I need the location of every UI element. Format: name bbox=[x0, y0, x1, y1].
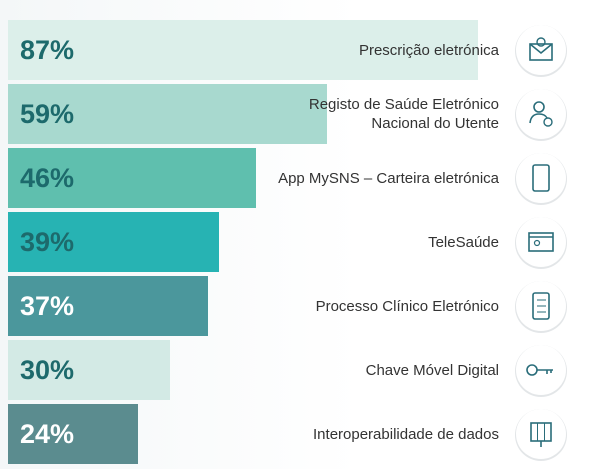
category-label: TeleSaúde bbox=[428, 233, 499, 251]
category-label: Interoperabilidade de dados bbox=[313, 425, 499, 443]
bar bbox=[8, 20, 478, 80]
value-label: 59% bbox=[20, 99, 75, 129]
icon bbox=[515, 345, 567, 397]
bar bbox=[8, 212, 219, 272]
value-label: 46% bbox=[20, 163, 75, 193]
icon bbox=[515, 153, 567, 205]
category-label: Processo Clínico Eletrónico bbox=[315, 297, 499, 315]
icon bbox=[515, 25, 567, 77]
value-label: 87% bbox=[20, 35, 75, 65]
row: 37% Processo Clínico Eletrónico bbox=[8, 276, 599, 336]
category-label: Prescrição eletrónica bbox=[358, 41, 499, 59]
row: 59% Registo de Saúde Eletrónico Nacional … bbox=[8, 84, 599, 144]
icon bbox=[515, 89, 567, 141]
value-label: 24% bbox=[20, 419, 75, 449]
bar bbox=[8, 84, 327, 144]
value-label: 39% bbox=[20, 227, 75, 257]
row: 30% Chave Móvel Digital bbox=[8, 340, 599, 400]
bar bbox=[8, 404, 138, 464]
row: 87% Prescrição eletrónica bbox=[8, 20, 599, 80]
value-label: 37% bbox=[20, 291, 75, 321]
category-label: App MySNS – Carteira eletrónica bbox=[278, 169, 499, 187]
bar bbox=[8, 276, 208, 336]
icon bbox=[515, 409, 567, 461]
category-label: Registo de Saúde Eletrónico Nacional do … bbox=[308, 96, 499, 132]
row: 46% App MySNS – Carteira eletrónica bbox=[8, 148, 599, 208]
value-label: 30% bbox=[20, 355, 75, 385]
icon bbox=[515, 281, 567, 333]
bar bbox=[8, 340, 170, 400]
bar bbox=[8, 148, 257, 208]
row: 24% Interoperabilidade de dados bbox=[8, 404, 599, 464]
row: 39% TeleSaúde bbox=[8, 212, 599, 272]
icon bbox=[515, 217, 567, 269]
category-label: Chave Móvel Digital bbox=[365, 361, 499, 379]
